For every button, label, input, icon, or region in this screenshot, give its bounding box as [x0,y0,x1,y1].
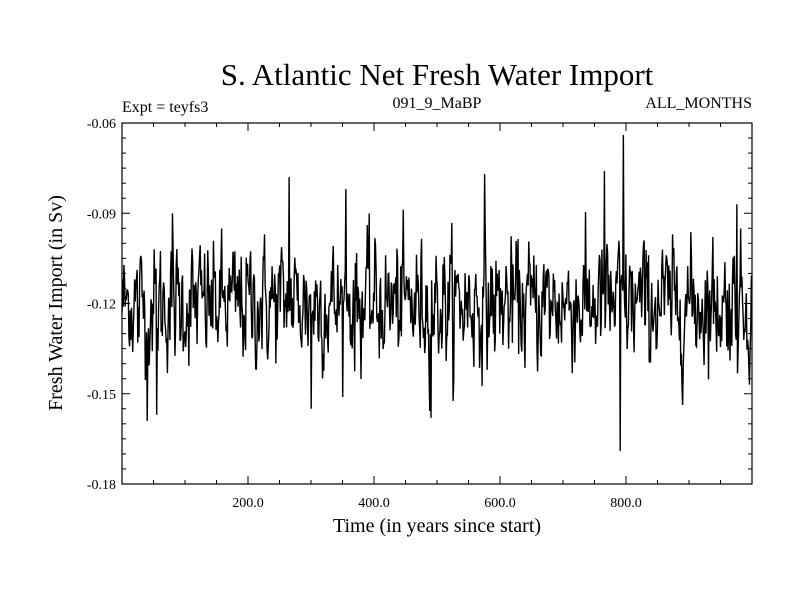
y-tick-label: -0.09 [87,207,116,222]
x-axis-label: Time (in years since start) [333,515,541,537]
y-axis-label: Fresh Water Import (in Sv) [45,195,67,411]
x-tick-label: 800.0 [610,496,642,511]
data-layer [121,135,753,451]
y-tick-label: -0.12 [87,298,116,313]
x-tick-label: 600.0 [484,496,516,511]
x-tick-label: 400.0 [358,496,390,511]
x-tick-label: 200.0 [232,496,264,511]
run-label: 091_9_MaBP [393,95,482,112]
series-line-fresh-water-import [121,135,753,451]
y-tick-label: -0.06 [87,117,116,132]
chart-title: S. Atlantic Net Fresh Water Import [221,57,654,92]
axis-ticks: 200.0 400.0 600.0 800.0 -0.06 -0.09 -0.12 -0.15… [87,117,753,511]
y-tick-label: -0.15 [87,388,116,403]
experiment-label: Expt = teyfs3 [122,99,208,116]
months-label: ALL_MONTHS [645,95,752,112]
y-tick-label: -0.18 [87,478,116,493]
